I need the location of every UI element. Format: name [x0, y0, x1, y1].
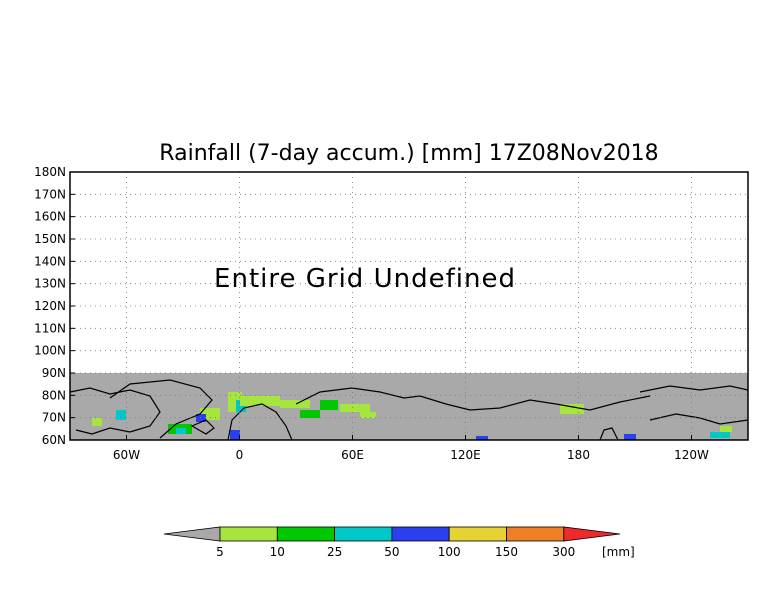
gridlines — [70, 172, 748, 440]
coastline — [295, 387, 651, 411]
colorbar-label: 300 — [552, 545, 575, 559]
colorbar: 5 10 25 50 100 150 300 [mm] — [163, 526, 635, 559]
rain-patch — [720, 426, 732, 432]
undefined-grid-message: Entire Grid Undefined — [214, 264, 516, 294]
colorbar-low-arrow — [163, 526, 221, 542]
coastline — [227, 403, 293, 441]
rain-patch — [320, 400, 338, 410]
rainfall-patches — [92, 392, 732, 440]
x-tick-label: 60W — [113, 448, 140, 462]
colorbar-label: 25 — [327, 545, 342, 559]
y-tick-label: 60N — [42, 433, 66, 447]
colorbar-unit: [mm] — [602, 545, 635, 559]
rain-patch — [230, 430, 240, 440]
y-tick-label: 130N — [34, 277, 66, 291]
map-plot-area: 60N 70N 80N 90N 100N 110N 120N 130N 140N 150N 160N… — [34, 165, 749, 462]
colorbar-label: 10 — [270, 545, 285, 559]
y-tick-label: 110N — [34, 321, 66, 335]
rain-patch — [340, 404, 370, 412]
x-axis-ticks: 60W 0 60E 120E 180 120W — [113, 435, 709, 462]
colorbar-swatch — [448, 526, 507, 542]
y-tick-label: 180N — [34, 165, 66, 179]
x-tick-label: 60E — [341, 448, 364, 462]
rain-patch — [476, 436, 488, 440]
colorbar-label: 150 — [495, 545, 518, 559]
y-axis-ticks: 60N 70N 80N 90N 100N 110N 120N 130N 140N 150N 160N… — [34, 165, 75, 447]
y-tick-label: 160N — [34, 210, 66, 224]
x-tick-label: 120E — [450, 448, 481, 462]
rain-patch — [176, 428, 186, 434]
rain-patch — [710, 432, 730, 438]
y-tick-label: 140N — [34, 254, 66, 268]
y-tick-label: 150N — [34, 232, 66, 246]
rain-patch — [624, 434, 636, 440]
y-tick-label: 170N — [34, 187, 66, 201]
rain-patch — [560, 404, 584, 414]
rain-patch — [300, 410, 320, 418]
rain-patch — [240, 396, 280, 406]
coastline — [190, 419, 215, 435]
x-tick-label: 180 — [567, 448, 590, 462]
colorbar-swatch — [506, 526, 565, 542]
y-tick-label: 80N — [42, 388, 66, 402]
colorbar-swatch — [391, 526, 450, 542]
rain-patch — [116, 410, 126, 420]
coastline — [69, 387, 161, 435]
colorbar-label: 100 — [438, 545, 461, 559]
y-tick-label: 100N — [34, 344, 66, 358]
y-tick-label: 120N — [34, 299, 66, 313]
coastline — [109, 379, 213, 439]
map-title: Rainfall (7-day accum.) [mm] 17Z08Nov201… — [159, 141, 658, 166]
colorbar-swatch — [334, 526, 393, 542]
rain-patch — [92, 418, 102, 426]
y-tick-label: 90N — [42, 366, 66, 380]
colorbar-swatch — [219, 526, 278, 542]
colorbar-label: 50 — [384, 545, 399, 559]
coastline — [639, 385, 749, 393]
rain-patch — [360, 412, 376, 418]
y-tick-label: 70N — [42, 411, 66, 425]
x-tick-label: 0 — [236, 448, 244, 462]
coastline — [599, 427, 619, 441]
colorbar-label: 5 — [216, 545, 224, 559]
x-tick-label: 120W — [674, 448, 709, 462]
colorbar-swatch — [276, 526, 335, 542]
rain-patch — [280, 400, 310, 408]
colorbar-high-arrow — [563, 526, 621, 542]
